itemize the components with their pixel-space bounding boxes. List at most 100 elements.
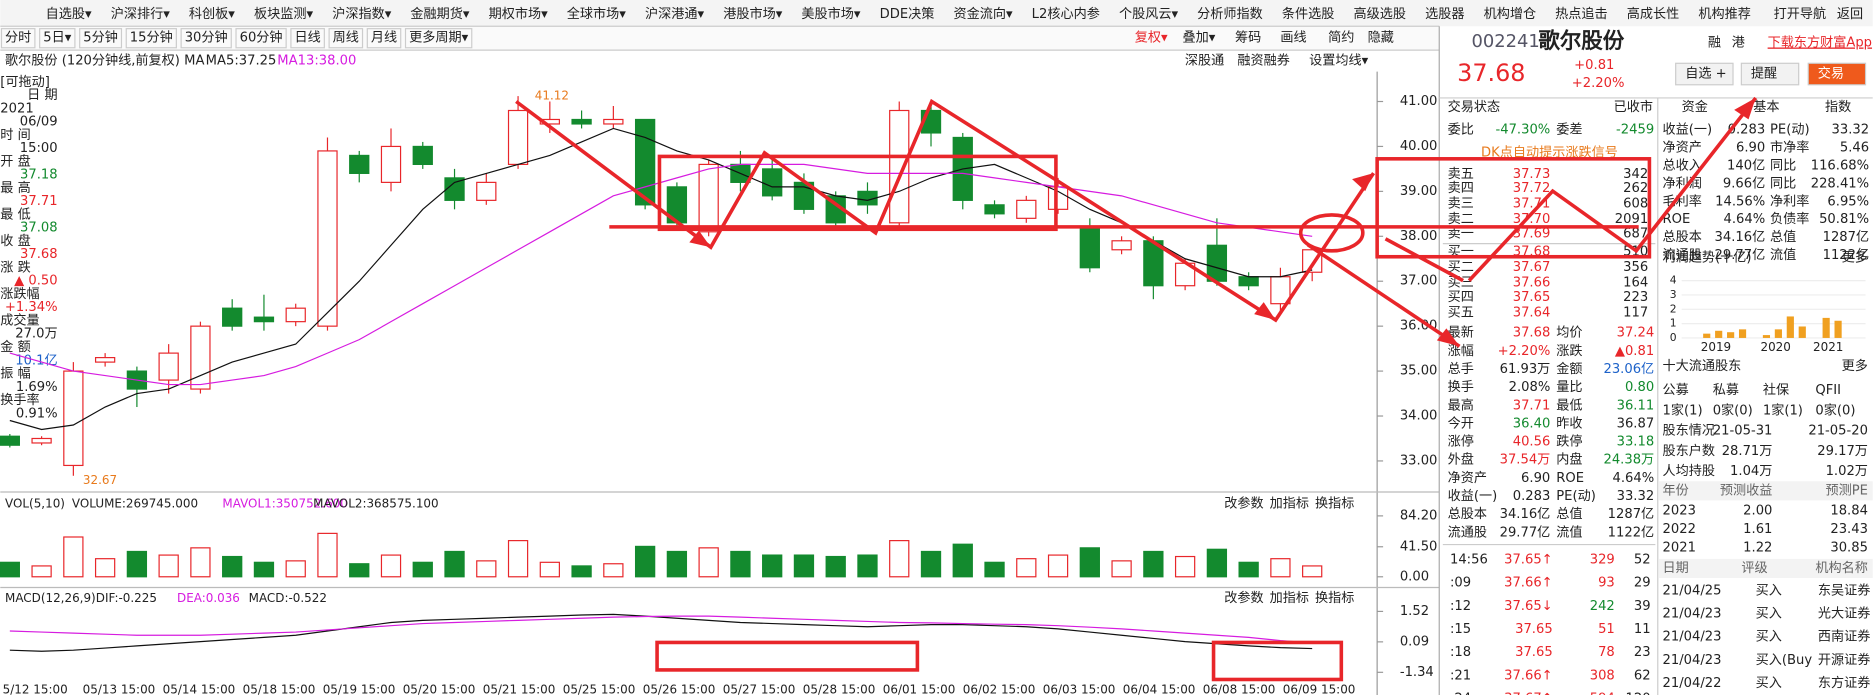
cell: 市净率: [1770, 139, 1809, 156]
period-tab[interactable]: 月线: [371, 30, 397, 46]
menu-item[interactable]: DDE决策: [880, 5, 935, 22]
cell: 6.90: [1736, 141, 1765, 156]
menu-item[interactable]: 板块监测▾: [254, 6, 313, 22]
cell: :21: [1450, 668, 1471, 683]
period-tab[interactable]: 5分钟: [83, 29, 118, 46]
candle-body: [349, 154, 370, 174]
chart-link[interactable]: 融资融券: [1237, 52, 1290, 68]
cell: 预测收益: [1720, 482, 1773, 498]
period-tab[interactable]: 30分钟: [185, 29, 228, 46]
app-link[interactable]: 下载东方财富App: [1768, 33, 1872, 50]
menu-item[interactable]: 美股市场▾: [801, 5, 860, 22]
cell: 光大证券: [1818, 606, 1871, 622]
data-window-item: 37.71: [20, 194, 58, 209]
tool-button[interactable]: 复权▾: [1135, 29, 1168, 46]
menu-item[interactable]: 高级选股: [1354, 5, 1407, 22]
volume-bar: [666, 550, 688, 578]
menu-item[interactable]: 返回: [1837, 6, 1863, 22]
data-window-item: 27.0万: [15, 327, 57, 342]
cell: 140亿: [1727, 157, 1765, 173]
chart-link[interactable]: 设置均线▾: [1309, 52, 1368, 68]
cell: 均价: [1556, 325, 1582, 341]
indicator-button[interactable]: 加指标: [1270, 495, 1309, 511]
menu-item[interactable]: 打开导航: [1774, 6, 1826, 22]
cell: 33.18: [1617, 435, 1655, 450]
indicator-button[interactable]: 换指标: [1315, 590, 1354, 606]
tool-button[interactable]: 叠加▾: [1182, 30, 1215, 46]
button[interactable]: 提醒: [1751, 66, 1777, 82]
menu-item[interactable]: 机构增仓: [1484, 6, 1537, 22]
menu-item[interactable]: 机构推荐: [1698, 6, 1751, 22]
cell: 2.00: [1743, 504, 1772, 519]
menu-item[interactable]: 热点追击: [1555, 6, 1608, 22]
tab-box: [290, 28, 325, 49]
menu-item[interactable]: 港股市场▾: [723, 5, 782, 22]
menu-item[interactable]: 自选股▾: [46, 6, 92, 22]
menu-item[interactable]: 沪深排行▾: [111, 6, 170, 22]
period-tab[interactable]: 更多周期▾: [409, 29, 468, 46]
indicator-button[interactable]: 加指标: [1270, 590, 1309, 606]
menu-item[interactable]: 条件选股: [1282, 5, 1334, 22]
panel-tab[interactable]: 基本: [1753, 99, 1779, 115]
panel-tab[interactable]: 资金: [1682, 99, 1708, 115]
menu-item[interactable]: L2核心内参: [1032, 5, 1100, 22]
period-tab[interactable]: 分时: [5, 30, 31, 46]
menu-item[interactable]: 沪深港通▾: [645, 6, 704, 22]
cell: 社保: [1763, 382, 1789, 398]
data-window-item: 0.91%: [16, 406, 58, 421]
cell: 买三: [1448, 275, 1474, 291]
candle-body: [1016, 199, 1037, 219]
cell: 14.56%: [1715, 194, 1765, 209]
menu-item[interactable]: 个股风云▾: [1119, 6, 1178, 22]
menu-item[interactable]: 高成长性: [1627, 5, 1680, 22]
menu-item[interactable]: 全球市场▾: [567, 5, 626, 22]
cell: 28.71万: [1722, 444, 1773, 459]
period-tab[interactable]: 60分钟: [240, 29, 283, 46]
profit-bar: [1727, 332, 1735, 338]
chart-link[interactable]: 深股通: [1185, 52, 1224, 68]
menu-item[interactable]: 科创板▾: [189, 6, 235, 22]
period-tab[interactable]: 日线: [295, 30, 321, 46]
menu-item[interactable]: 期权市场▾: [489, 5, 548, 22]
macd-header: DIF:-0.225: [96, 591, 157, 605]
cell: 37.65↑: [1504, 553, 1553, 568]
tool-button[interactable]: 隐藏: [1368, 30, 1394, 46]
indicator-button[interactable]: 改参数: [1224, 494, 1263, 511]
volume-bar: [603, 563, 624, 578]
indicator-button[interactable]: 改参数: [1224, 589, 1263, 606]
period-tab[interactable]: 5日▾: [43, 31, 71, 46]
menu-item[interactable]: 分析师指数: [1197, 6, 1263, 22]
candle-body: [158, 352, 179, 381]
volume-bar: [825, 555, 846, 578]
tool-button[interactable]: 画线: [1280, 30, 1306, 46]
cell: 总值: [1556, 506, 1582, 522]
indicator-button[interactable]: 换指标: [1315, 495, 1354, 511]
menu-item[interactable]: 资金流向▾: [953, 6, 1012, 22]
menu-item[interactable]: 沪深指数▾: [332, 6, 391, 22]
period-tab[interactable]: 周线: [333, 30, 359, 46]
period-tab[interactable]: 15分钟: [130, 29, 173, 46]
tab-box: [404, 28, 473, 49]
cell: 37.64: [1513, 305, 1551, 320]
cell: 23.06亿: [1603, 361, 1654, 377]
panel-tab[interactable]: 指数: [1825, 99, 1851, 115]
arrow-head: [1436, 328, 1460, 347]
button[interactable]: 自选 +: [1685, 66, 1726, 82]
tool-button[interactable]: 简约: [1328, 29, 1354, 46]
menu-item[interactable]: 金融期货▾: [410, 5, 469, 22]
header-bg: [1658, 558, 1873, 578]
tab-box: [366, 28, 402, 49]
change-pct: +2.20%: [1572, 76, 1625, 91]
y-tick-label: 2: [1670, 302, 1677, 315]
button[interactable]: 交易: [1818, 65, 1844, 82]
cell: 36.11: [1617, 398, 1655, 413]
volume-bar: [222, 555, 243, 578]
volume-bar: [762, 554, 783, 578]
menu-item[interactable]: 选股器: [1425, 6, 1464, 22]
cell: 卖一: [1448, 226, 1474, 242]
profit-bar: [1762, 335, 1771, 338]
data-window-item: 涨 跌: [0, 259, 30, 275]
x-tick-label: 06/04 15:00: [1123, 683, 1196, 695]
y-tick-label: 41.50: [1400, 539, 1438, 554]
tool-button[interactable]: 筹码: [1235, 29, 1261, 46]
